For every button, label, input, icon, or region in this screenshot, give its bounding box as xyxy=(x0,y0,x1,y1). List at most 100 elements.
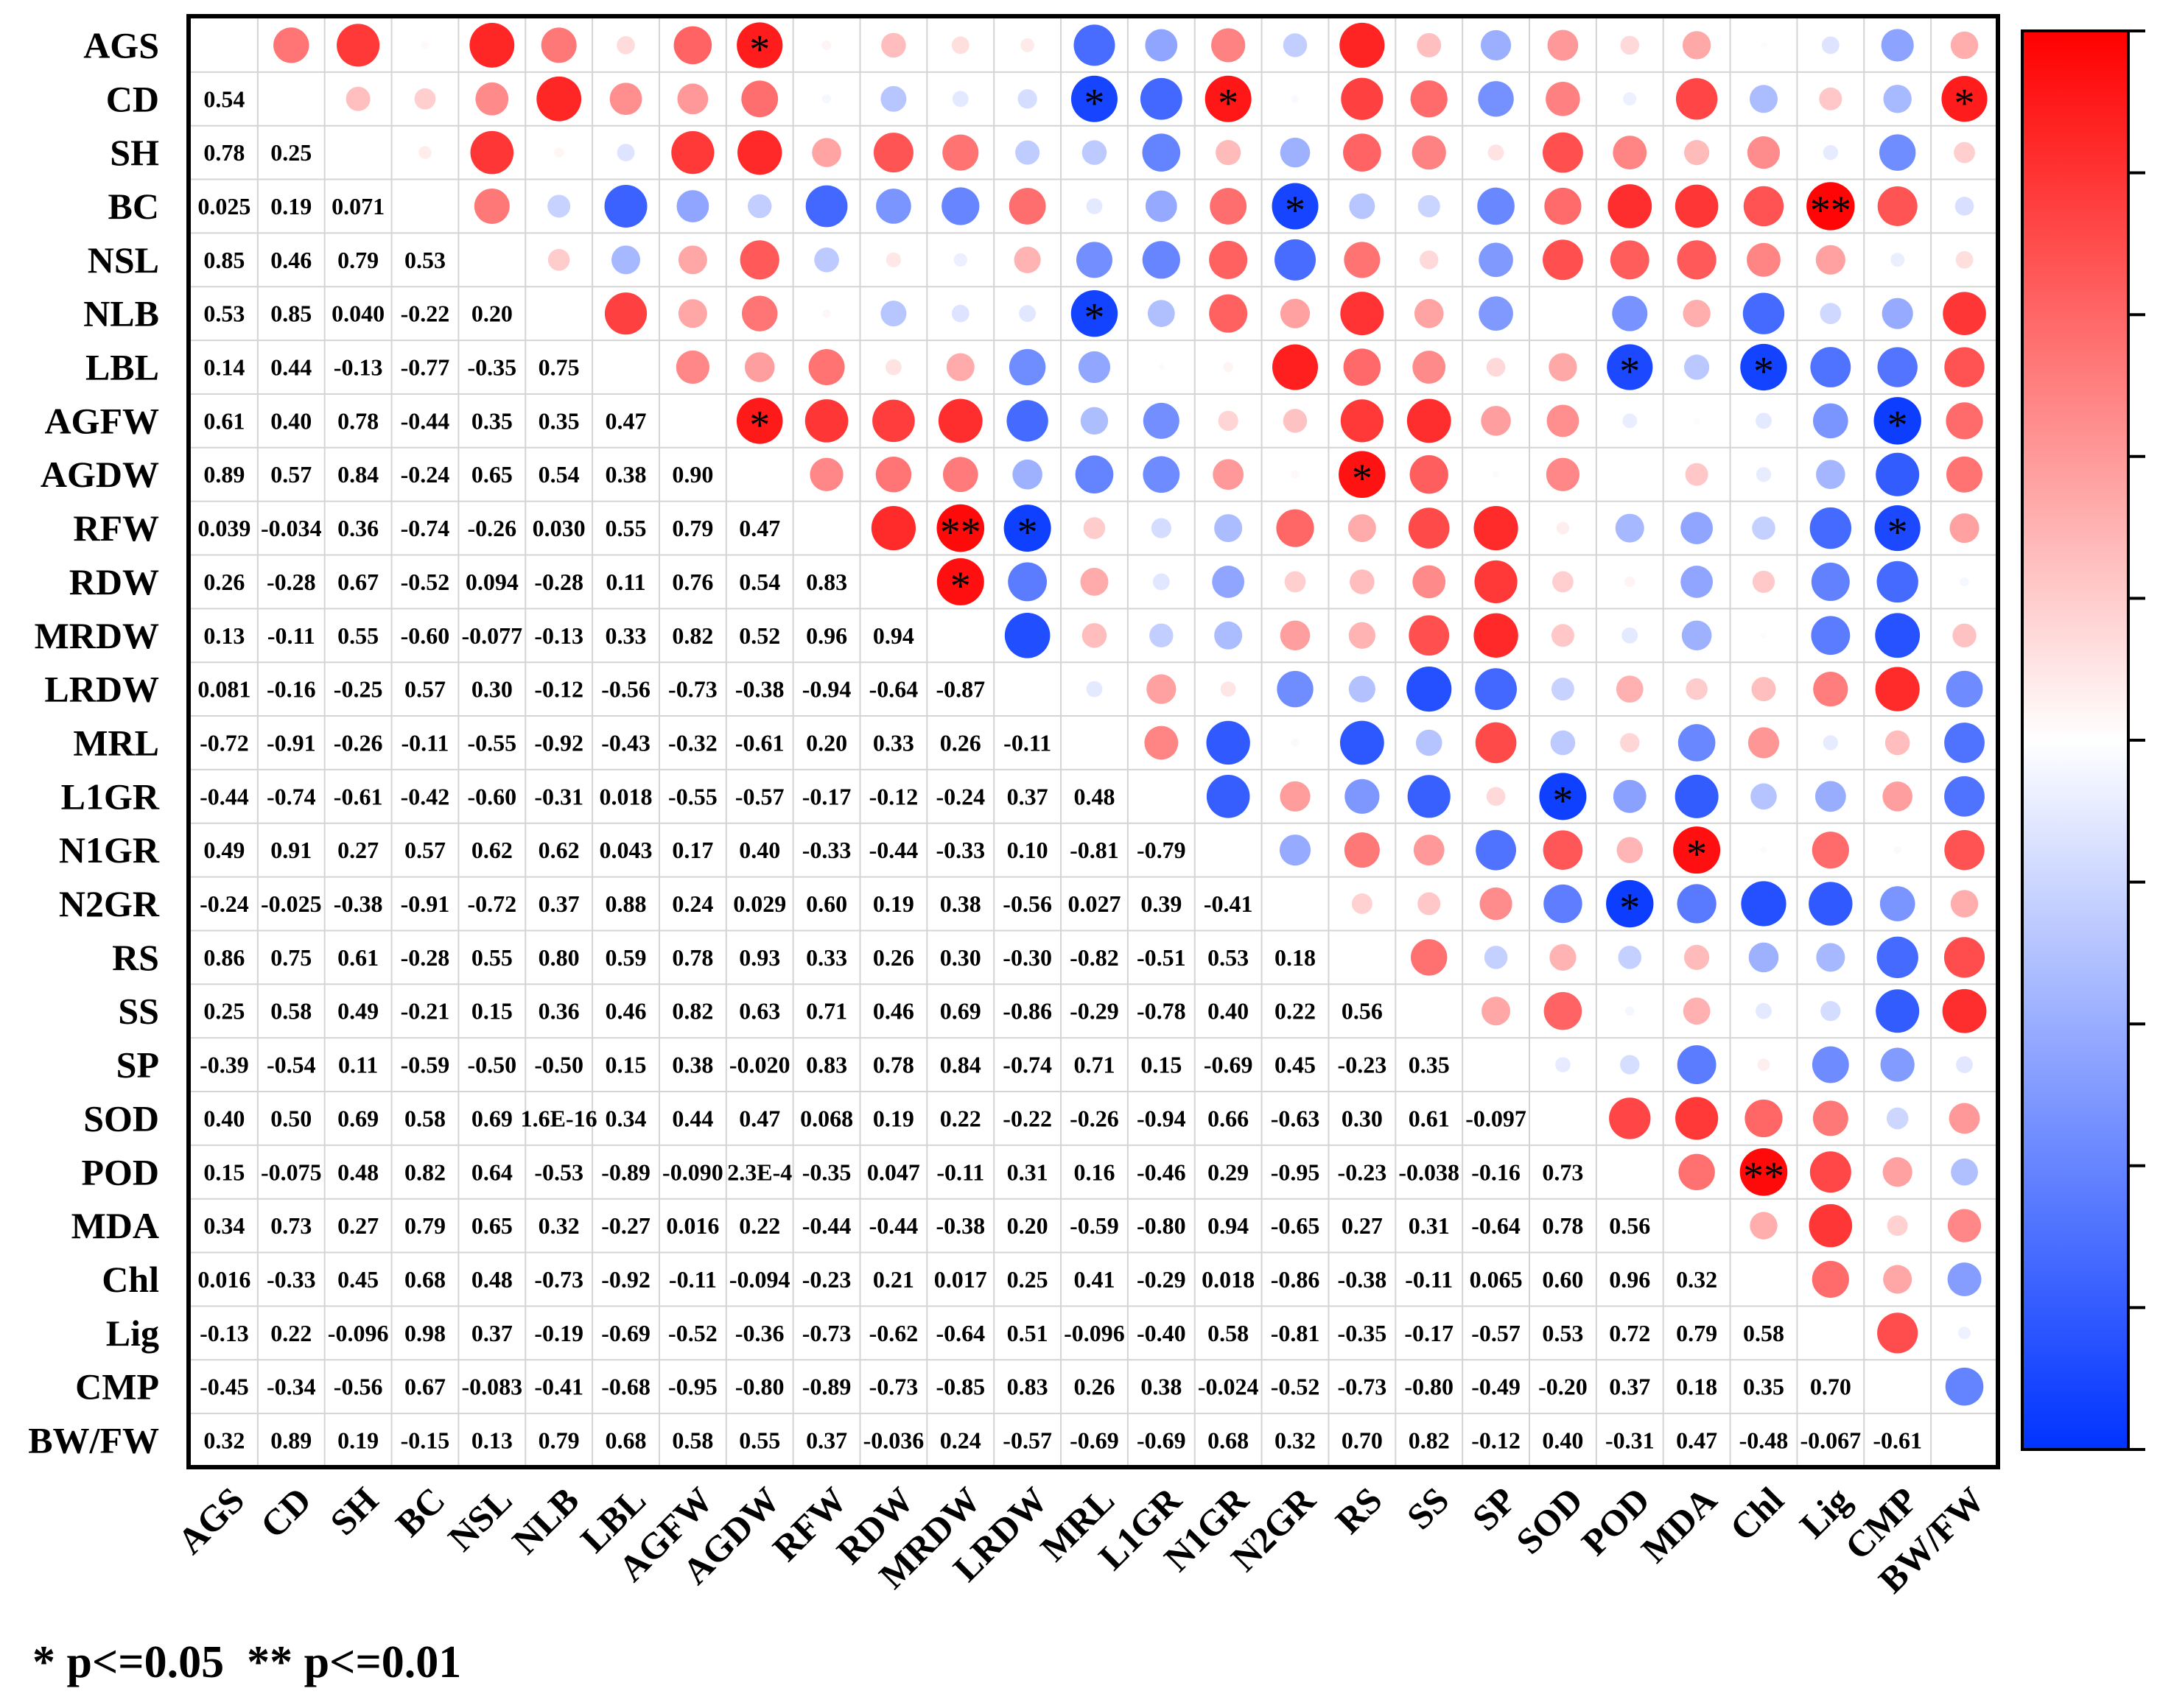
cell-value: 0.58 xyxy=(1207,1320,1249,1346)
cell-circle xyxy=(1339,22,1385,68)
cell-circle xyxy=(1480,29,1512,61)
cell-circle xyxy=(1086,198,1103,214)
cell-value: 0.24 xyxy=(940,1427,981,1454)
cell-circle xyxy=(1147,300,1175,328)
cell-circle xyxy=(1876,452,1920,496)
cell-circle xyxy=(1080,567,1109,596)
cell-circle xyxy=(1882,781,1912,812)
cell-circle xyxy=(1157,364,1165,370)
cell-value: 0.46 xyxy=(873,998,914,1025)
cell-circle xyxy=(1946,456,1983,493)
cell-value: -0.29 xyxy=(1070,998,1119,1025)
row-label: SP xyxy=(116,1044,159,1086)
cell-circle xyxy=(1616,837,1644,863)
cell-circle xyxy=(1874,505,1921,552)
cell-value: 0.89 xyxy=(270,1427,312,1454)
cell-value: -0.56 xyxy=(334,1374,383,1400)
row-label: SOD xyxy=(83,1097,159,1139)
cell-value: 0.64 xyxy=(471,1159,513,1185)
cell-circle xyxy=(1348,675,1375,703)
cell-value: -0.038 xyxy=(1398,1159,1459,1185)
cell-value: 0.32 xyxy=(539,1212,580,1239)
cell-value: -0.38 xyxy=(936,1212,985,1239)
cell-value: -0.73 xyxy=(1338,1374,1387,1400)
cell-circle xyxy=(742,295,778,331)
cell-circle xyxy=(1012,459,1042,490)
cell-circle xyxy=(1958,1326,1971,1340)
cell-value: 0.90 xyxy=(672,461,713,488)
significance-mark: ** xyxy=(1743,1153,1784,1199)
cell-circle xyxy=(1272,183,1319,230)
cell-value: -0.50 xyxy=(534,1052,583,1078)
cell-circle xyxy=(617,144,635,162)
cell-circle xyxy=(1344,832,1380,868)
cell-value: -0.12 xyxy=(1471,1427,1521,1454)
cell-circle xyxy=(1550,730,1576,756)
cell-value: 0.47 xyxy=(606,407,647,434)
cell-value: 0.49 xyxy=(203,837,245,863)
cell-circle xyxy=(1748,942,1779,973)
cell-circle xyxy=(1343,133,1381,172)
cell-value: -0.22 xyxy=(1003,1105,1052,1131)
cell-value: 0.35 xyxy=(1743,1374,1784,1400)
cell-value: -0.45 xyxy=(200,1374,249,1400)
cell-value: 0.89 xyxy=(203,461,245,488)
cell-circle xyxy=(1887,1215,1908,1237)
cell-value: -0.22 xyxy=(401,301,450,327)
cell-value: -0.94 xyxy=(802,676,852,703)
cell-circle xyxy=(1343,348,1381,386)
cell-value: 0.017 xyxy=(934,1266,987,1293)
cell-circle xyxy=(1616,675,1644,703)
colorbar-gradient xyxy=(2021,29,2130,1451)
cell-value: 0.46 xyxy=(270,247,312,273)
cell-circle xyxy=(1609,1097,1651,1139)
cell-value: -0.72 xyxy=(467,890,516,917)
cell-circle xyxy=(1339,720,1384,765)
cell-value: 0.71 xyxy=(1073,1052,1115,1078)
row-label: MRL xyxy=(73,722,159,763)
cell-circle xyxy=(1284,571,1306,593)
cell-value: -0.43 xyxy=(601,729,651,756)
cell-circle xyxy=(1142,241,1180,279)
row-label: RDW xyxy=(69,561,159,602)
cell-circle xyxy=(1348,622,1375,649)
cell-circle xyxy=(1142,133,1181,172)
cell-circle xyxy=(1015,140,1040,165)
cell-circle xyxy=(474,188,510,224)
cell-value: -0.13 xyxy=(200,1320,249,1346)
column-label: MDA xyxy=(1633,1479,1725,1570)
cell-circle xyxy=(1950,890,1979,918)
cell-value: -0.38 xyxy=(735,676,785,703)
cell-value: -0.16 xyxy=(267,676,316,703)
cell-value: 0.61 xyxy=(203,407,245,434)
cell-circle xyxy=(536,76,582,122)
cell-circle xyxy=(678,245,707,275)
plot-frame xyxy=(186,14,2000,1469)
cell-value: -0.81 xyxy=(1271,1320,1320,1346)
cell-circle xyxy=(1882,1157,1912,1187)
cell-value: 0.83 xyxy=(806,569,847,595)
cell-circle xyxy=(1820,303,1842,325)
cell-circle xyxy=(1890,253,1905,267)
cell-value: 0.61 xyxy=(337,944,379,971)
cell-value: 0.39 xyxy=(1140,890,1182,917)
cell-value: 0.48 xyxy=(1073,783,1115,809)
cell-value: 0.26 xyxy=(1073,1374,1115,1400)
cell-circle xyxy=(1344,242,1381,278)
cell-value: 0.98 xyxy=(404,1320,446,1346)
cell-circle xyxy=(1809,1151,1851,1193)
cell-value: 0.41 xyxy=(1073,1266,1115,1293)
cell-value: 0.53 xyxy=(203,301,245,327)
cell-circle xyxy=(676,350,709,384)
cell-circle xyxy=(871,505,916,551)
cell-circle xyxy=(604,292,648,335)
cell-value: -0.28 xyxy=(267,569,316,595)
cell-circle xyxy=(1479,242,1513,278)
cell-value: 0.73 xyxy=(1542,1159,1583,1185)
cell-value: 0.32 xyxy=(1676,1266,1717,1293)
cell-value: 0.80 xyxy=(539,944,580,971)
cell-value: -0.89 xyxy=(601,1159,651,1185)
cell-value: -0.61 xyxy=(334,783,383,809)
cell-circle xyxy=(1813,403,1848,439)
cell-circle xyxy=(1760,846,1767,854)
